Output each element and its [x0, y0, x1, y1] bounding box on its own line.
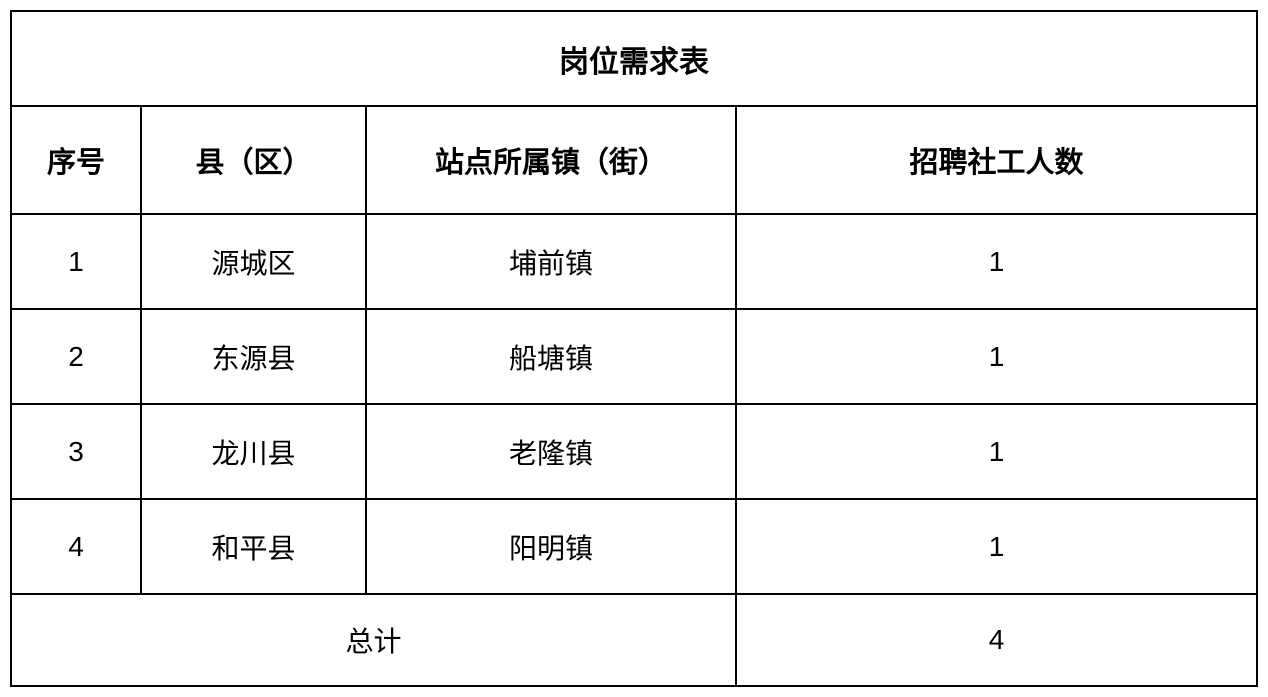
cell-count: 1: [736, 404, 1257, 499]
header-row: 序号 县（区） 站点所属镇（街） 招聘社工人数: [11, 106, 1257, 214]
title-row: 岗位需求表: [11, 11, 1257, 106]
table-row: 2 东源县 船塘镇 1: [11, 309, 1257, 404]
cell-town: 埔前镇: [366, 214, 736, 309]
table-row: 4 和平县 阳明镇 1: [11, 499, 1257, 594]
total-label: 总计: [11, 594, 736, 686]
cell-county: 源城区: [141, 214, 366, 309]
table-title: 岗位需求表: [11, 11, 1257, 106]
cell-count: 1: [736, 214, 1257, 309]
header-seq: 序号: [11, 106, 141, 214]
cell-seq: 1: [11, 214, 141, 309]
total-row: 总计 4: [11, 594, 1257, 686]
cell-county: 和平县: [141, 499, 366, 594]
cell-town: 老隆镇: [366, 404, 736, 499]
total-value: 4: [736, 594, 1257, 686]
cell-seq: 2: [11, 309, 141, 404]
cell-seq: 3: [11, 404, 141, 499]
header-town: 站点所属镇（街）: [366, 106, 736, 214]
header-count: 招聘社工人数: [736, 106, 1257, 214]
cell-town: 阳明镇: [366, 499, 736, 594]
cell-seq: 4: [11, 499, 141, 594]
cell-county: 东源县: [141, 309, 366, 404]
cell-county: 龙川县: [141, 404, 366, 499]
cell-count: 1: [736, 499, 1257, 594]
job-demand-table: 岗位需求表 序号 县（区） 站点所属镇（街） 招聘社工人数 1 源城区 埔前镇 …: [10, 10, 1258, 687]
table-row: 1 源城区 埔前镇 1: [11, 214, 1257, 309]
cell-town: 船塘镇: [366, 309, 736, 404]
table-row: 3 龙川县 老隆镇 1: [11, 404, 1257, 499]
cell-count: 1: [736, 309, 1257, 404]
header-county: 县（区）: [141, 106, 366, 214]
